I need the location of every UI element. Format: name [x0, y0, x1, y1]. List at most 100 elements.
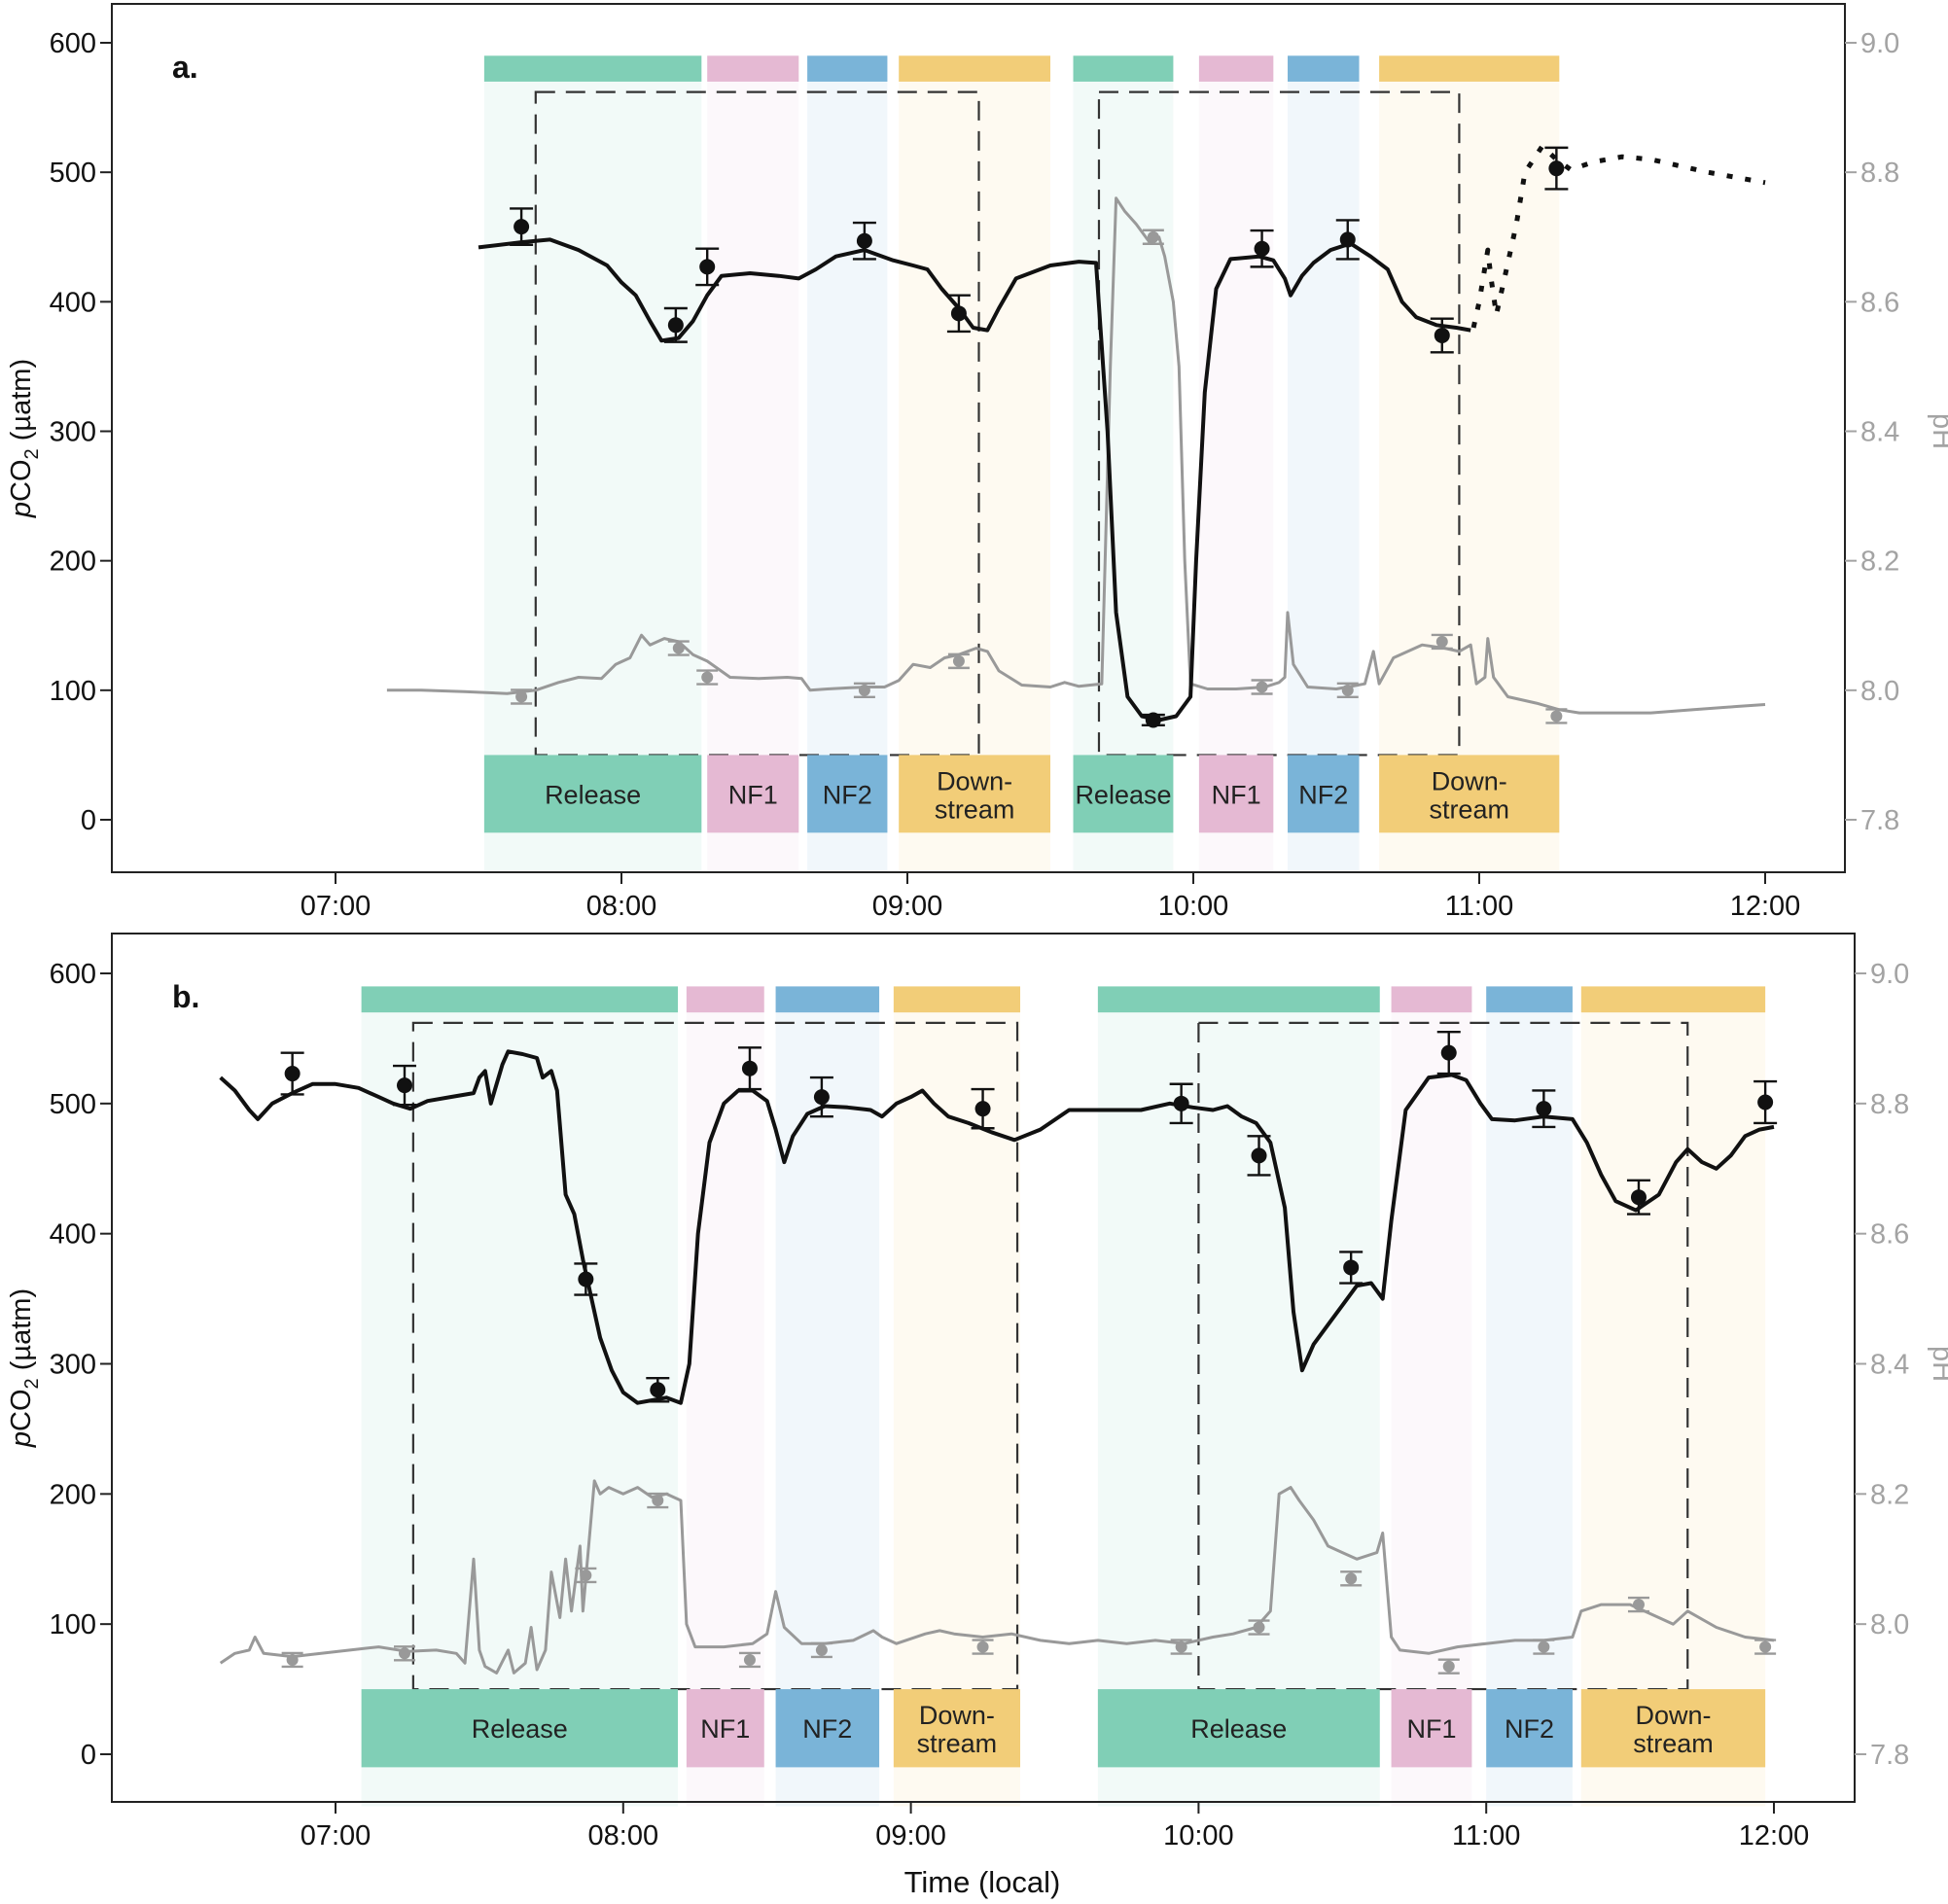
- ph-point: [1759, 1640, 1772, 1653]
- segment-shade-downstream: [1580, 1005, 1766, 1807]
- y2-tick-label: 8.0: [1860, 676, 1899, 707]
- ph-point: [1341, 684, 1354, 696]
- segment-label-line: stream: [917, 1729, 998, 1758]
- y2-tick-label: 8.8: [1870, 1089, 1909, 1120]
- segment-shade-nf2: [807, 75, 888, 872]
- segment-shade-downstream: [1379, 75, 1560, 872]
- segment-top-bar-release: [483, 55, 702, 82]
- y-tick-label: 400: [50, 1219, 96, 1251]
- x-axis-label: Time (local): [904, 1865, 1061, 1899]
- y2-tick-label: 8.8: [1860, 158, 1899, 189]
- y2-tick-label: 8.6: [1860, 287, 1899, 318]
- segment-label: NF2: [823, 780, 872, 809]
- segment-label: NF1: [1406, 1714, 1456, 1744]
- segment-label-box-downstream: [1379, 755, 1560, 833]
- ph-point: [952, 654, 965, 667]
- segment-top-bar-downstream: [893, 986, 1021, 1013]
- segment-label: NF1: [1212, 780, 1261, 809]
- segment-shade-downstream: [893, 1005, 1021, 1807]
- y-axis-label-unit: (µatm): [6, 1288, 37, 1378]
- x-tick-label: 12:00: [1730, 891, 1801, 922]
- y2-tick-label: 8.2: [1860, 547, 1899, 578]
- ph-point: [976, 1640, 989, 1653]
- segment-label-box-nf1: [1391, 1689, 1472, 1768]
- x-tick-label: 09:00: [875, 1820, 946, 1851]
- segment-top-bar-downstream: [1379, 55, 1560, 82]
- x-tick-label: 10:00: [1158, 891, 1229, 922]
- x-tick-label: 07:00: [301, 891, 372, 922]
- segment-label-line: stream: [1633, 1729, 1714, 1758]
- segment-label-box-downstream: [893, 1689, 1021, 1768]
- ph-point: [743, 1653, 756, 1666]
- y2-tick-label: 8.4: [1870, 1350, 1909, 1381]
- y-axis-label-sub: 2: [21, 1378, 43, 1389]
- segment-label-box-nf1: [686, 1689, 764, 1768]
- segment-label-line: Down-: [919, 1701, 995, 1730]
- x-tick-label: 11:00: [1452, 1820, 1520, 1851]
- pco2-point: [1440, 1044, 1457, 1061]
- x-tick-label: 08:00: [586, 891, 657, 922]
- pco2-point: [1757, 1094, 1774, 1111]
- segment-label-line: Down-: [1635, 1701, 1711, 1730]
- segment-shade-release: [361, 1005, 679, 1807]
- pco2-point: [813, 1089, 830, 1106]
- segment-label-box-downstream: [1580, 1689, 1766, 1768]
- y2-axis-label: pH: [1927, 1346, 1948, 1382]
- segment-top-bar-nf2: [807, 55, 888, 82]
- ph-point: [515, 690, 528, 703]
- segment-label: Down-stream: [1429, 766, 1509, 824]
- segment-top-bar-nf1: [1198, 55, 1274, 82]
- ph-point: [1253, 1621, 1265, 1634]
- pco2-point: [284, 1066, 301, 1082]
- y2-tick-label: 8.4: [1860, 417, 1899, 448]
- y-tick-label: 200: [50, 547, 96, 578]
- y-axis-label-unit: (µatm): [6, 359, 37, 448]
- y-tick-label: 600: [50, 959, 96, 990]
- segment-top-bar-release: [1097, 986, 1380, 1013]
- x-tick-label: 09:00: [872, 891, 943, 922]
- pco2-point: [396, 1077, 412, 1094]
- ph-point: [1345, 1572, 1358, 1585]
- y-axis-label-main: CO: [6, 1389, 37, 1431]
- x-tick-label: 08:00: [588, 1820, 659, 1851]
- pco2-point: [1254, 240, 1270, 257]
- y-axis-label-main: CO: [6, 459, 37, 502]
- segment-label: Release: [545, 780, 641, 809]
- y2-tick-label: 7.8: [1870, 1740, 1909, 1771]
- segment-label-box-nf1: [1198, 755, 1274, 833]
- segment-top-bar-release: [1073, 55, 1174, 82]
- ph-point: [1256, 681, 1268, 693]
- pco2-point: [1548, 160, 1565, 177]
- segment-label: Down-stream: [1633, 1701, 1714, 1758]
- panel-b: Release NF1 NF2 Down-stream Release NF1 NF2 Dow…: [6, 933, 1948, 1851]
- segment-label: NF2: [1298, 780, 1348, 809]
- pco2-point: [1173, 1095, 1189, 1111]
- segment-label: NF2: [802, 1714, 852, 1744]
- segment-label-box-downstream: [899, 755, 1050, 833]
- ph-point: [1632, 1599, 1645, 1611]
- segment-shade-release: [1073, 75, 1174, 872]
- x-tick-label: 10:00: [1163, 1820, 1234, 1851]
- segment-label-line: stream: [1429, 794, 1509, 824]
- ph-point: [286, 1653, 299, 1666]
- y-tick-label: 100: [50, 1609, 96, 1640]
- y-tick-label: 400: [50, 287, 96, 318]
- segment-label-box-nf2: [807, 755, 888, 833]
- y2-tick-label: 8.0: [1870, 1609, 1909, 1640]
- segment-top-bar-nf2: [1288, 55, 1360, 82]
- ph-point: [1175, 1640, 1187, 1653]
- segment-top-bar-nf2: [775, 986, 880, 1013]
- pco2-point: [1630, 1189, 1647, 1206]
- pco2-point: [578, 1271, 594, 1287]
- segment-label-box-nf2: [775, 1689, 880, 1768]
- segment-label-line: Down-: [1432, 766, 1507, 795]
- panel-a: Release NF1 NF2 Down-stream Release NF1 NF2 Dow…: [6, 3, 1948, 922]
- segment-label-box-release: [1073, 755, 1174, 833]
- ph-point: [1550, 710, 1563, 723]
- pco2-point: [1434, 327, 1450, 343]
- segment-top-bar-nf1: [686, 986, 764, 1013]
- ph-point: [672, 642, 685, 654]
- ph-point: [1147, 230, 1159, 243]
- segment-shade-nf2: [775, 1005, 880, 1807]
